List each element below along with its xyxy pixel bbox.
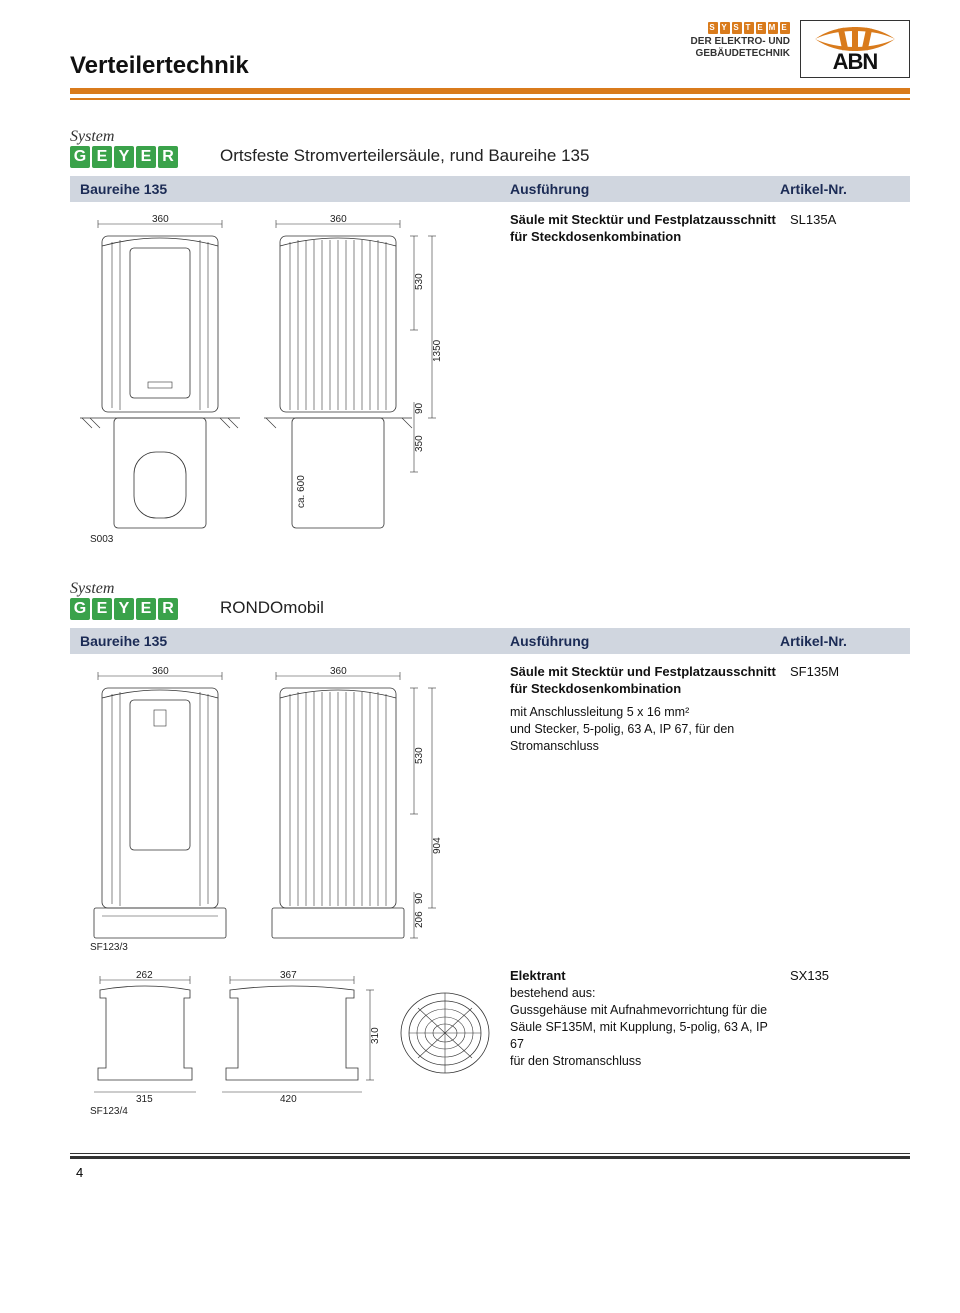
section2-row: 360 SF123/3 [70, 654, 910, 964]
item-desc: Gussgehäuse mit Aufnahmevorrichtung für … [510, 1002, 780, 1070]
accent-rule-thick [70, 88, 910, 94]
systeme-word [691, 22, 790, 34]
item-title: Säule mit Stecktür und Festplatzausschni… [510, 664, 780, 679]
svg-text:206: 206 [414, 911, 425, 928]
svg-text:262: 262 [136, 970, 153, 981]
section2-artnr: SF135M [790, 664, 910, 954]
geyer-heading-1: System GEYER Ortsfeste Stromverteilersäu… [70, 128, 910, 170]
svg-text:90: 90 [414, 402, 425, 414]
svg-text:367: 367 [280, 970, 297, 981]
section1-side-drawing: 360 [264, 212, 474, 552]
svg-text:350: 350 [414, 435, 425, 452]
geyer-brand: GEYER [70, 146, 210, 168]
svg-text:530: 530 [414, 747, 425, 764]
section3-row: 262 315 367 420 310 [70, 964, 910, 1128]
th-c3: Artikel-Nr. [780, 181, 900, 197]
item-sub: bestehend aus: [510, 985, 780, 1002]
page-title: Verteilertechnik [70, 52, 261, 80]
geyer-logo: System GEYER [70, 128, 210, 170]
section3-artnr: SX135 [790, 968, 910, 1118]
item-title: Säule mit Stecktür und Festplatzausschni… [510, 212, 780, 227]
section2-desc: Säule mit Stecktür und Festplatzausschni… [510, 664, 790, 954]
abn-text: ABN [833, 51, 878, 73]
section2-front-drawing: 360 SF123/3 [80, 664, 240, 954]
svg-text:SF123/3: SF123/3 [90, 942, 128, 953]
footer-rule [70, 1153, 910, 1159]
section1-desc: Säule mit Stecktür und Festplatzausschni… [510, 212, 790, 552]
section1-front-drawing: 360 [80, 212, 240, 552]
th-c2: Ausführung [510, 633, 780, 649]
page-number: 4 [76, 1165, 910, 1180]
section1-row: 360 [70, 202, 910, 562]
section2-side-drawing: 360 [264, 664, 474, 954]
th-c1: Baureihe 135 [80, 181, 510, 197]
svg-text:904: 904 [432, 837, 443, 854]
svg-text:420: 420 [280, 1094, 297, 1105]
svg-text:SF123/4: SF123/4 [90, 1106, 128, 1117]
svg-text:360: 360 [152, 214, 169, 225]
page-header: Verteilertechnik DER ELEKTRO- UND GEBÄUD… [70, 20, 910, 120]
item-title: Elektrant [510, 968, 780, 983]
svg-text:S003: S003 [90, 534, 114, 545]
section1-caption: Ortsfeste Stromverteilersäule, rund Baur… [220, 128, 589, 166]
section2-table-header: Baureihe 135 Ausführung Artikel-Nr. [70, 628, 910, 654]
svg-text:360: 360 [330, 666, 347, 677]
svg-text:ca. 600: ca. 600 [296, 475, 307, 508]
svg-text:360: 360 [152, 666, 169, 677]
company-tagline: DER ELEKTRO- UND GEBÄUDETECHNIK [691, 20, 790, 60]
geyer-system-label: System [70, 580, 210, 598]
geyer-logo: System GEYER [70, 580, 210, 622]
section1-table-header: Baureihe 135 Ausführung Artikel-Nr. [70, 176, 910, 202]
item-desc: mit Anschlussleitung 5 x 16 mm² und Stec… [510, 704, 780, 755]
item-sub: für Steckdosenkombination [510, 681, 780, 696]
th-c1: Baureihe 135 [80, 633, 510, 649]
section3-desc: Elektrant bestehend aus: Gussgehäuse mit… [510, 968, 790, 1118]
svg-text:360: 360 [330, 214, 347, 225]
accent-rule-thin [70, 98, 910, 100]
tagline-line2: GEBÄUDETECHNIK [691, 48, 790, 60]
svg-text:530: 530 [414, 273, 425, 290]
section2-caption: RONDOmobil [220, 580, 324, 618]
svg-text:90: 90 [414, 892, 425, 904]
svg-text:315: 315 [136, 1094, 153, 1105]
section1-artnr: SL135A [790, 212, 910, 552]
geyer-system-label: System [70, 128, 210, 146]
header-right: DER ELEKTRO- UND GEBÄUDETECHNIK [691, 20, 910, 78]
th-c3: Artikel-Nr. [780, 633, 900, 649]
svg-text:310: 310 [370, 1027, 381, 1044]
abn-burst-icon [810, 25, 900, 53]
th-c2: Ausführung [510, 181, 780, 197]
geyer-brand: GEYER [70, 598, 210, 620]
section3-drawing: 262 315 367 420 310 [80, 968, 500, 1118]
abn-logo: ABN [800, 20, 910, 78]
geyer-heading-2: System GEYER RONDOmobil [70, 580, 910, 622]
svg-text:1350: 1350 [432, 339, 443, 362]
tagline-line1: DER ELEKTRO- UND [691, 36, 790, 48]
item-sub: für Steckdosenkombination [510, 229, 780, 244]
